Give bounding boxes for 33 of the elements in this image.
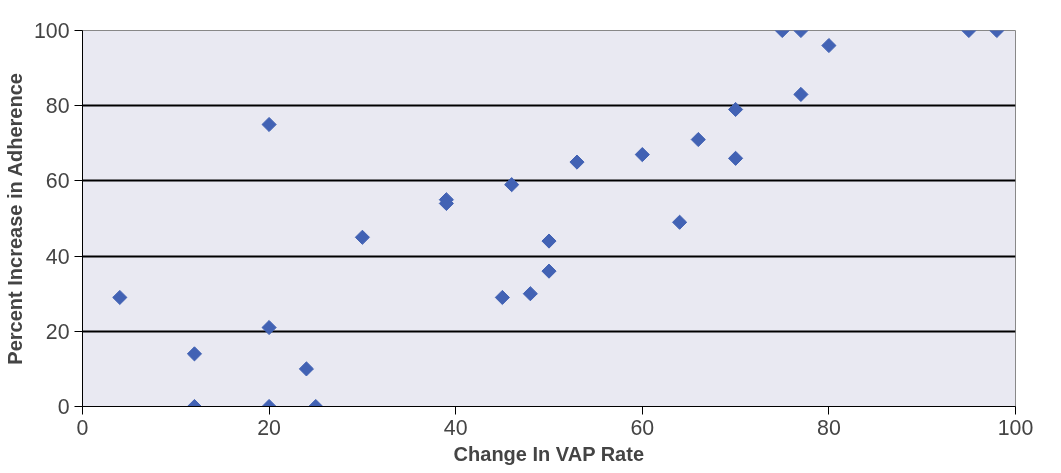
point [298, 361, 314, 377]
point [261, 319, 277, 336]
x-tick-label: 100 [997, 415, 1034, 440]
point [728, 101, 744, 118]
x-tick-label: 0 [76, 415, 89, 440]
x-tick-label: 20 [257, 415, 282, 440]
point [354, 229, 370, 245]
x-tick-label: 40 [443, 415, 468, 440]
y-tick-label: 60 [45, 169, 70, 194]
y-tick-label: 100 [33, 19, 70, 43]
y-tick-label: 0 [57, 395, 70, 419]
point [821, 37, 837, 54]
x-tick-label: 80 [817, 415, 841, 440]
x-axis-title: Change In VAP Rate [453, 442, 645, 465]
point [541, 233, 557, 249]
point [261, 116, 277, 133]
point [634, 147, 650, 163]
point [494, 289, 510, 306]
point [569, 154, 585, 170]
point [793, 86, 809, 102]
y-tick-label: 40 [45, 244, 70, 269]
point [541, 263, 557, 279]
point [112, 289, 128, 306]
point [522, 286, 538, 302]
y-tick-label: 80 [45, 94, 70, 119]
point [690, 131, 706, 148]
point [186, 346, 203, 362]
point [672, 214, 688, 230]
y-tick-label: 20 [45, 319, 70, 344]
point [728, 150, 744, 166]
y-axis-title: Percent Increase in Adherence [3, 73, 26, 365]
x-tick-label: 60 [630, 415, 655, 440]
point [504, 177, 520, 193]
